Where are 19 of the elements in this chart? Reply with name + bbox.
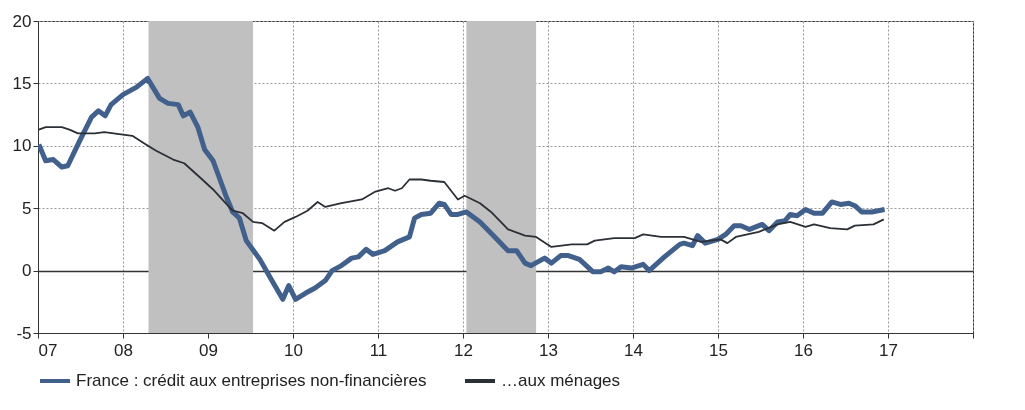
x-tick-label: 10 xyxy=(284,340,303,360)
y-tick-label: 20 xyxy=(12,11,32,31)
x-tick-label: 14 xyxy=(624,340,643,360)
y-tick-label: 10 xyxy=(12,136,32,156)
legend-label: France : crédit aux entreprises non-financières xyxy=(76,371,427,390)
y-tick-label: -5 xyxy=(16,323,32,343)
y-tick-label: 0 xyxy=(22,261,32,281)
y-tick-label: 15 xyxy=(12,73,32,93)
x-tick-label: 12 xyxy=(454,340,473,360)
x-tick-label: 15 xyxy=(709,340,728,360)
x-tick-label: 09 xyxy=(199,340,218,360)
x-tick-label: 08 xyxy=(114,340,133,360)
x-tick-label: 13 xyxy=(539,340,558,360)
x-tick-label: 11 xyxy=(369,340,388,360)
x-tick-label: 07 xyxy=(38,340,58,360)
x-tick-label: 17 xyxy=(879,340,898,360)
y-tick-label: 5 xyxy=(22,198,32,218)
legend-label: …aux ménages xyxy=(501,371,621,390)
x-tick-label: 16 xyxy=(794,340,813,360)
